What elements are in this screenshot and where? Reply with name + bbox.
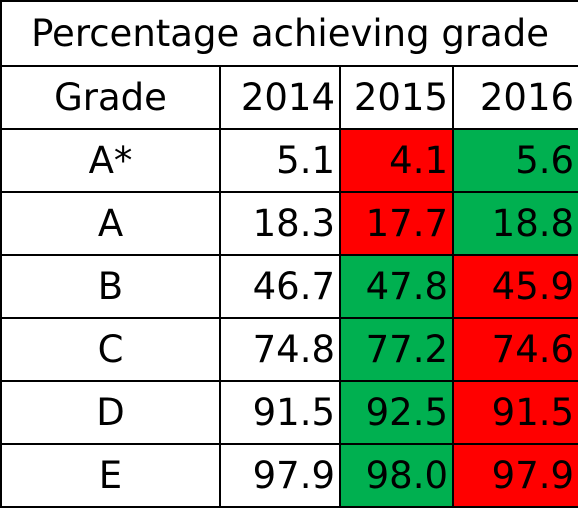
value-cell: 77.2 — [339, 317, 454, 382]
grade-label-cell: E — [0, 443, 221, 508]
grade-label-cell: B — [0, 254, 221, 319]
value-cell: 97.9 — [219, 443, 341, 508]
value-cell: 97.9 — [451, 443, 578, 508]
header-row: Grade 2014 2015 2016 — [0, 65, 578, 130]
table-row: C 74.8 77.2 74.6 — [0, 317, 578, 382]
value-cell: 47.8 — [339, 254, 454, 319]
grade-label-cell: A* — [0, 128, 221, 193]
column-header-grade: Grade — [0, 65, 221, 130]
value-cell: 45.9 — [451, 254, 578, 319]
value-cell: 98.0 — [339, 443, 454, 508]
value-cell: 18.3 — [219, 191, 341, 256]
value-cell: 18.8 — [451, 191, 578, 256]
value-cell: 91.5 — [451, 380, 578, 445]
column-header-2016: 2016 — [451, 65, 578, 130]
table-title: Percentage achieving grade — [0, 0, 578, 67]
grade-label-cell: C — [0, 317, 221, 382]
value-cell: 5.6 — [451, 128, 578, 193]
column-header-2015: 2015 — [339, 65, 454, 130]
grade-label-cell: A — [0, 191, 221, 256]
table-body: A* 5.1 4.1 5.6 A 18.3 17.7 18.8 B 46.7 47.8 45.9 C 74… — [0, 128, 578, 508]
value-cell: 74.6 — [451, 317, 578, 382]
column-header-2014: 2014 — [219, 65, 341, 130]
value-cell: 17.7 — [339, 191, 454, 256]
table-row: A 18.3 17.7 18.8 — [0, 191, 578, 256]
table-row: A* 5.1 4.1 5.6 — [0, 128, 578, 193]
table-row: D 91.5 92.5 91.5 — [0, 380, 578, 445]
value-cell: 46.7 — [219, 254, 341, 319]
value-cell: 74.8 — [219, 317, 341, 382]
table-row: B 46.7 47.8 45.9 — [0, 254, 578, 319]
value-cell: 92.5 — [339, 380, 454, 445]
table-row: E 97.9 98.0 97.9 — [0, 443, 578, 508]
value-cell: 5.1 — [219, 128, 341, 193]
value-cell: 4.1 — [339, 128, 454, 193]
title-row: Percentage achieving grade — [0, 0, 578, 67]
value-cell: 91.5 — [219, 380, 341, 445]
grade-label-cell: D — [0, 380, 221, 445]
